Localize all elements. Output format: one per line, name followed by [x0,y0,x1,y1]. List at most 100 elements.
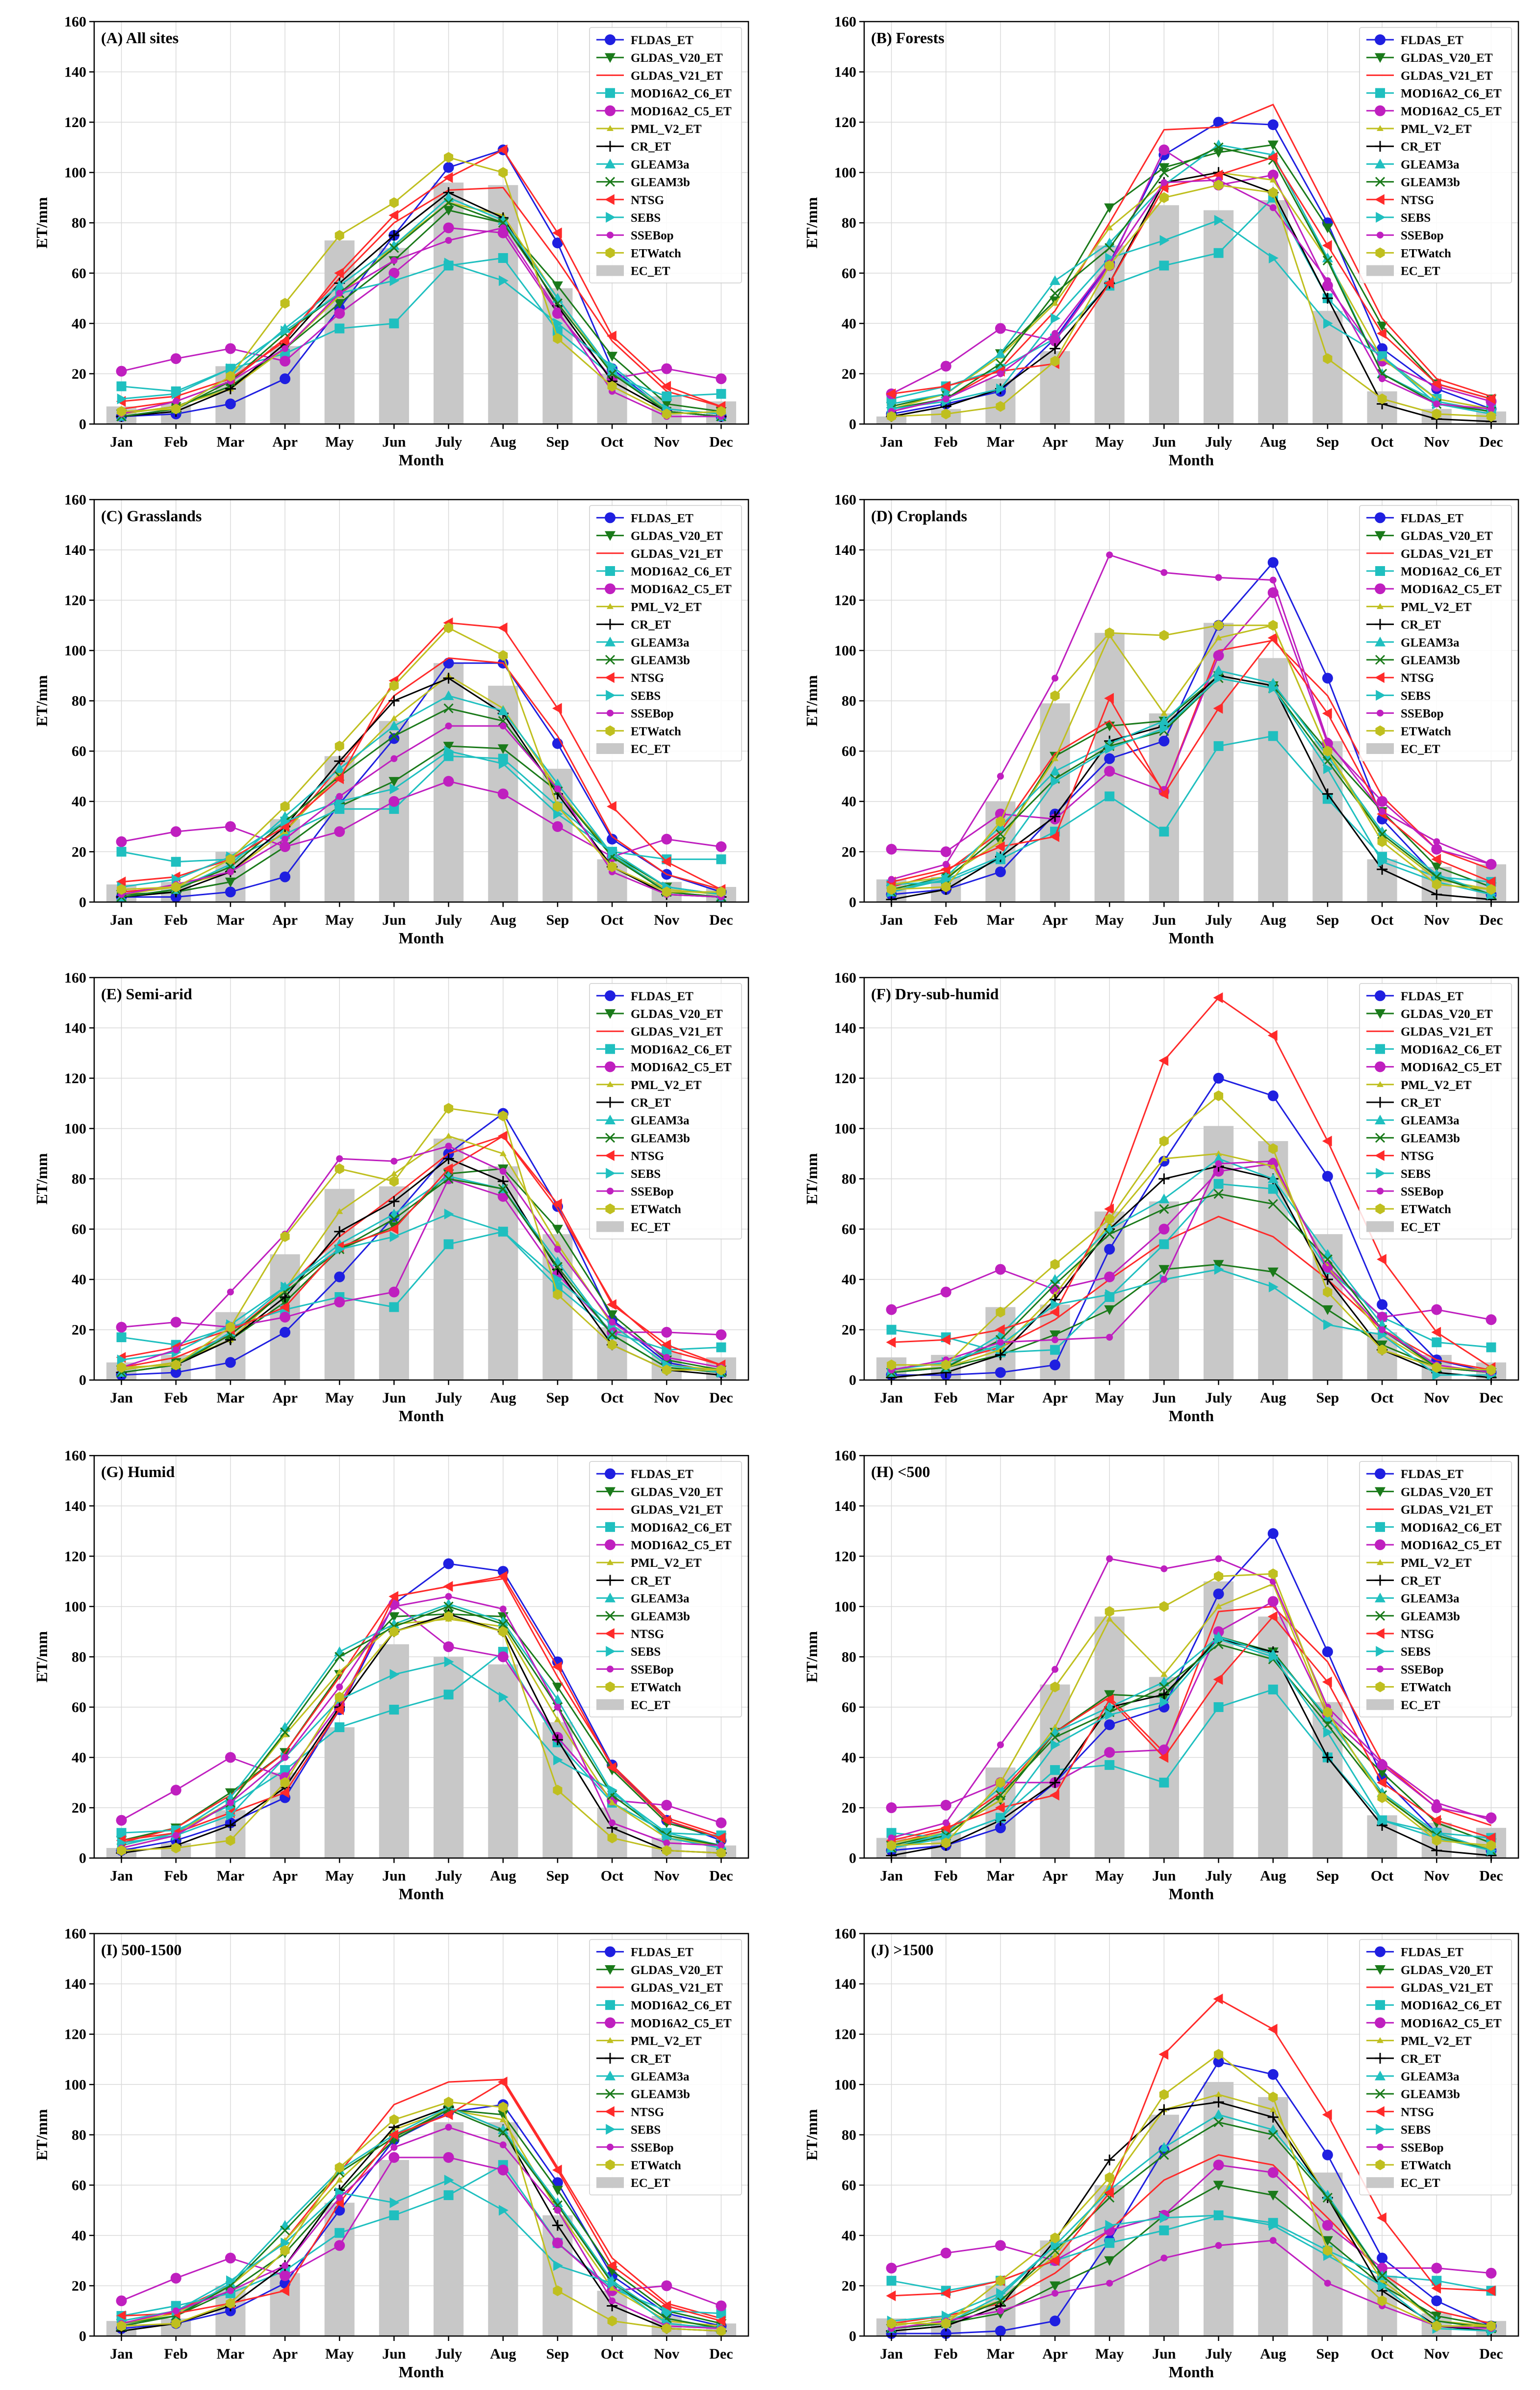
legend-box [589,983,742,1240]
legend-label-fldas-et: FLDAS_ET [631,1468,693,1481]
legend-label-gleam3a: GLEAM3a [1401,636,1460,649]
x-tick-label-jun: Jun [382,1390,406,1406]
x-tick-label-apr: Apr [272,434,298,450]
x-tick-label-jan: Jan [110,2346,133,2362]
legend-label-sebs: SEBS [1401,2124,1431,2137]
point-mod16a2-c5-et-oct [607,2285,618,2296]
point-gleam3b-may [1104,243,1115,253]
point-ssebop-jun [390,2144,398,2151]
point-etwatch-jun [389,680,399,691]
point-gleam3b-jun [1159,1682,1169,1692]
point-ssebop-aug [1269,576,1277,584]
point-ntsg-sep [552,1661,562,1672]
point-gleam3b-apr [280,2225,290,2235]
point-pml-v2-et-sep [554,1716,561,1722]
x-tick-label-feb: Feb [934,912,958,928]
x-axis-title: Month [1169,1885,1214,1903]
y-tick-label: 40 [842,1272,856,1288]
point-cr-et-jun [388,695,400,706]
point-mod16a2-c6-et-nov [662,391,672,401]
x-tick-label-jun: Jun [382,912,406,928]
point-gleam3a-july [1213,2109,1224,2119]
x-tick-label-jun: Jun [382,434,406,450]
point-sebs-aug [1268,1651,1279,1663]
point-gleam3b-jun [1159,167,1169,178]
point-gleam3a-july [443,1598,454,1609]
x-tick-label-may: May [1095,912,1124,928]
point-mod16a2-c6-et-jan [886,1828,897,1838]
legend-label-etwatch: ETWatch [1401,1203,1451,1216]
legend-label-fldas-et: FLDAS_ET [1401,512,1463,525]
x-tick-label-oct: Oct [601,434,624,450]
point-mod16a2-c5-et-apr [280,2270,291,2281]
legend-label-pml-v2-et: PML_V2_ET [631,2035,702,2048]
panel-title: (G) Humid [101,1463,175,1481]
point-fldas-et-july [443,162,454,173]
point-etwatch-may [334,740,344,752]
point-ssebop-july [445,1143,452,1150]
legend-marker-gleam3a [1375,636,1386,647]
y-tick-label: 20 [842,366,856,382]
y-tick-label: 140 [64,1498,86,1514]
point-fldas-et-mar [225,1357,236,1368]
point-mod16a2-c6-et-jun [1159,1239,1169,1249]
point-etwatch-aug [498,1110,508,1121]
point-etwatch-feb [171,1843,181,1854]
legend-marker-pml-v2-et [1377,603,1384,609]
series-line-fldas-et [121,1112,721,1376]
point-mod16a2-c5-et-may [334,1297,345,1308]
series-line-ssebop [121,725,721,898]
point-fldas-et-may [334,1271,345,1282]
point-mod16a2-c5-et-july [443,2152,454,2163]
point-etwatch-jan [887,1359,897,1371]
point-etwatch-mar [226,2298,235,2309]
point-ntsg-sep [1322,1136,1332,1147]
point-mod16a2-c5-et-nov [661,363,672,374]
point-fldas-et-apr [1050,1359,1061,1371]
point-gldas-v20-et-oct [607,352,618,362]
point-cr-et-mar [995,1349,1006,1360]
y-axis-title: ET/mm [803,1631,821,1683]
legend: FLDAS_ET GLDAS_V20_ET GLDAS_V21_ET MOD16A2_… [1359,983,1512,1240]
legend-marker-ntsg [605,2106,615,2117]
series-line-ntsg [891,1998,1491,2297]
point-etwatch-nov [662,2323,671,2334]
point-ssebop-oct [609,1319,616,1326]
point-ssebop-jun [390,1603,398,1610]
legend: FLDAS_ET GLDAS_V20_ET GLDAS_V21_ET MOD16A2_… [1359,1939,1512,2196]
point-ntsg-aug [497,622,508,633]
point-ntsg-oct [1377,1254,1386,1265]
point-gleam3b-mar [995,1790,1005,1800]
series-line-sebs [121,1661,721,1849]
chart-panel-2: 0 20 40 60 80 100 120 140 160 Jan Feb Mar Apr May Jun J… [803,14,1519,468]
point-mod16a2-c6-et-jan [116,847,127,857]
point-mod16a2-c5-et-jun [388,2152,400,2163]
point-pml-v2-et-oct [609,1799,616,1805]
point-sebs-mar [996,383,1006,394]
legend-label-gldas-v20-et: GLDAS_V20_ET [1401,1008,1493,1021]
legend-label-mod16a2-c6-et: MOD16A2_C6_ET [1401,1521,1502,1534]
x-tick-label-apr: Apr [1042,1390,1068,1406]
point-sebs-aug [498,275,509,286]
point-fldas-et-jun [1158,735,1170,747]
point-mod16a2-c5-et-dec [716,1329,727,1340]
y-tick-label: 20 [72,1322,86,1338]
point-cr-et-apr [1050,343,1061,354]
legend-marker-ntsg [1375,672,1385,683]
x-tick-label-apr: Apr [272,2346,298,2362]
point-mod16a2-c5-et-mar [995,2240,1006,2251]
point-ntsg-oct [1377,1777,1386,1788]
point-fldas-et-sep [1322,1646,1333,1658]
point-mod16a2-c5-et-feb [940,1286,951,1298]
legend-label-fldas-et: FLDAS_ET [1401,34,1463,47]
point-ssebop-mar [997,1741,1004,1748]
point-pml-v2-et-may [1106,1615,1113,1622]
y-axis-title: ET/mm [33,1153,51,1204]
legend-marker-ntsg [605,1628,615,1639]
x-tick-label-july: July [435,912,462,928]
y-tick-label: 120 [64,114,86,130]
point-etwatch-jun [1159,2089,1169,2100]
x-tick-label-may: May [1095,2346,1124,2362]
legend-marker-ssebop [607,2143,614,2151]
legend-marker-ntsg [1375,1628,1385,1639]
